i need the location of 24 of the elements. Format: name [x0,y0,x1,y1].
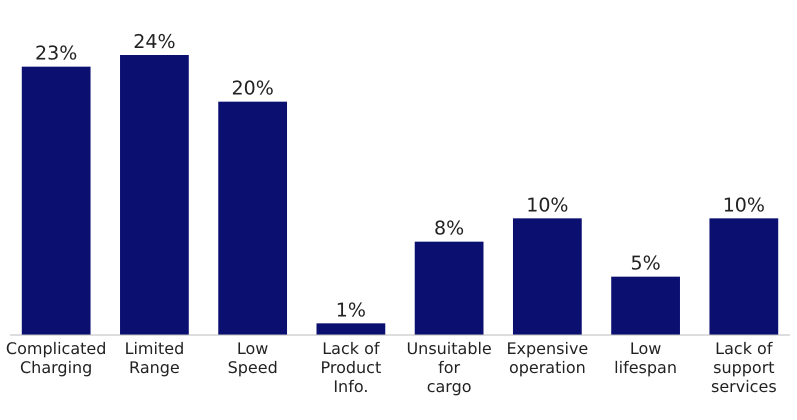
bar [22,66,91,335]
x-tick-label: Expensive operation [506,339,588,377]
data-label: 23% [35,42,78,65]
data-label: 5% [630,252,661,275]
data-label: 24% [133,31,176,53]
x-tick-label: Lack of support services [711,339,777,396]
x-tick-label: Low Speed [228,339,278,377]
bar [218,102,288,335]
bar [414,242,484,335]
x-tick-label: Lack of Product Info. [320,339,382,396]
bar [709,218,778,335]
bar [316,323,386,335]
data-label: 8% [434,218,464,240]
x-tick-label: Complicated Charging [6,339,106,377]
bar [512,218,582,335]
x-tick-label: Limited Range [124,339,184,377]
x-tick-label: Unsuitable for cargo [406,339,492,396]
data-label: 1% [336,299,366,322]
x-tick-label: Low lifespan [614,339,677,377]
bar [120,55,189,335]
data-label: 20% [232,78,274,100]
bar [611,276,680,335]
data-label: 10% [526,194,568,216]
data-label: 10% [722,194,765,216]
